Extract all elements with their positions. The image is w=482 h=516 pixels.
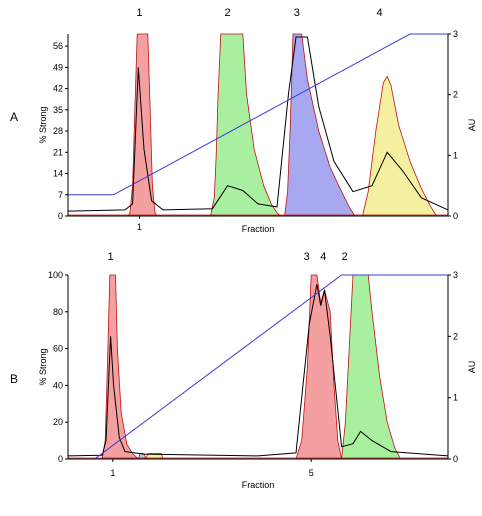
panel-a-peak-label-3: 3 <box>294 7 300 19</box>
panel-a-y-right-tick-label: 1 <box>453 150 458 160</box>
panel-b-peak-label-2: 3 <box>304 251 310 263</box>
panel-a-y-tick-label: 28 <box>53 126 63 136</box>
panel-b-y-tick-label: 20 <box>53 417 63 427</box>
panel-b-au-trace <box>67 284 449 457</box>
panel-b-gradient-line <box>68 274 448 460</box>
panel-a-y-tick-label: 56 <box>53 41 63 51</box>
panel-a-peak-label-1: 1 <box>136 7 142 19</box>
panel-a-y-tick-label: 49 <box>53 62 63 72</box>
panel-b-panel-label: B <box>10 372 18 386</box>
panel-a-peak-label-4: 4 <box>377 7 383 19</box>
panel-b-xlabel: Fraction <box>242 480 275 490</box>
panel-a-au-trace <box>67 36 449 212</box>
panel-a-ylabel-right: AU <box>467 119 477 132</box>
panel-a-y-tick-label: 0 <box>58 211 63 221</box>
panel-a-peak-2 <box>210 33 282 217</box>
panel-b-y-tick-label: 60 <box>53 344 63 354</box>
panel-b-y-tick-label: 0 <box>58 454 63 464</box>
panel-b-ylabel: % Strong <box>38 348 48 385</box>
panel-b-y-tick-label: 80 <box>53 307 63 317</box>
panel-a-panel-label: A <box>10 110 18 124</box>
panel-a-y-tick-label: 21 <box>53 147 63 157</box>
panel-b-peak-1 <box>101 274 140 460</box>
panel-a-y-tick-label: 35 <box>53 105 63 115</box>
panel-a-y-right-tick-label: 0 <box>453 211 458 221</box>
panel-a-x-tick-label: 1 <box>137 222 142 232</box>
panel-a-y-tick-label: 7 <box>58 190 63 200</box>
panel-b-x-tick-label: 1 <box>110 468 115 478</box>
panel-b-x-tick-label: 5 <box>309 468 314 478</box>
panel-b-y-right-tick-label: 2 <box>453 331 458 341</box>
panel-b-y-right-tick-label: 1 <box>453 393 458 403</box>
panel-a-peak-label-2: 2 <box>225 7 231 19</box>
panel-b-ylabel-right: AU <box>467 361 477 374</box>
panel-b-peak-label-3: 4 <box>320 251 326 263</box>
panel-b-y-tick-label: 100 <box>48 270 63 280</box>
panel-a-y-right-tick-label: 3 <box>453 29 458 39</box>
panel-a-ylabel: % Strong <box>38 106 48 143</box>
panel-b-y-tick-label: 40 <box>53 380 63 390</box>
panel-b-peak-2 <box>295 274 343 460</box>
panel-b-peak-3 <box>341 274 402 460</box>
panel-a-y-tick-label: 14 <box>53 169 63 179</box>
panel-b-y-right-tick-label: 3 <box>453 270 458 280</box>
panel-a-y-tick-label: 42 <box>53 84 63 94</box>
panel-a-gradient-line <box>68 33 448 196</box>
panel-b-peak-label-1: 1 <box>107 251 113 263</box>
panel-b-y-right-tick-label: 0 <box>453 454 458 464</box>
panel-a-peak-3 <box>284 33 356 217</box>
panel-a-y-right-tick-label: 2 <box>453 90 458 100</box>
panel-a-xlabel: Fraction <box>242 224 275 234</box>
panel-a-peak-4 <box>361 75 438 217</box>
panel-b-peak-label-4: 2 <box>342 251 348 263</box>
